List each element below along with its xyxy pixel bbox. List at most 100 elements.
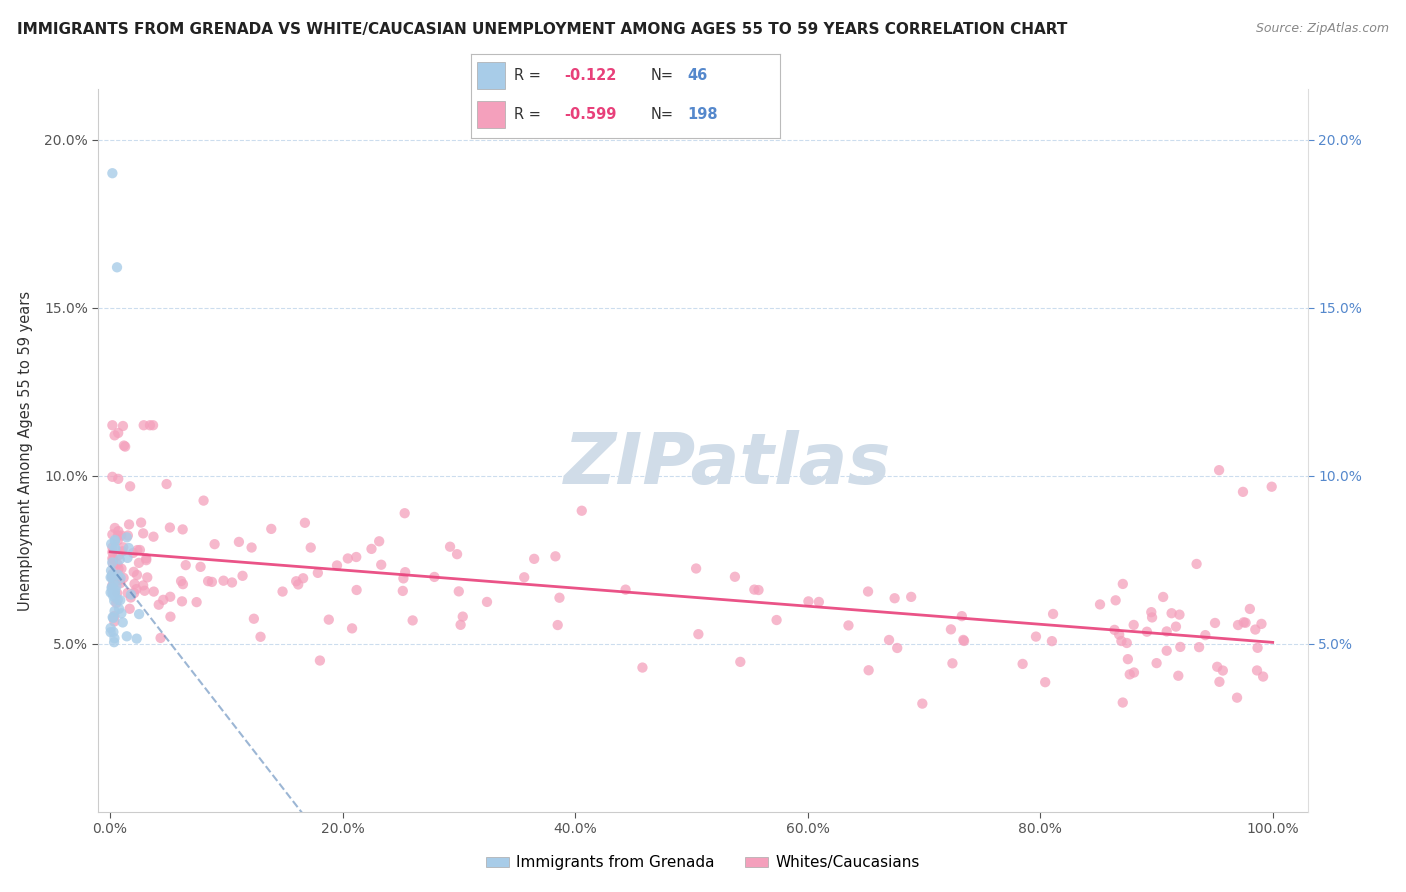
Point	[807, 595, 830, 609]
Point	[688, 627, 710, 641]
Point	[547, 618, 569, 632]
Text: N=: N=	[651, 68, 673, 83]
Point	[1140, 605, 1163, 619]
Point	[100, 564, 122, 578]
Text: -0.599: -0.599	[564, 107, 616, 122]
Point	[128, 556, 150, 570]
Point	[271, 584, 294, 599]
Point	[110, 528, 132, 542]
Point	[249, 630, 271, 644]
Point	[309, 654, 332, 668]
Point	[1140, 610, 1163, 624]
Point	[1119, 667, 1142, 681]
Point	[391, 583, 413, 598]
Point	[856, 584, 879, 599]
Point	[149, 631, 172, 645]
Point	[101, 418, 124, 433]
Point	[122, 586, 145, 600]
Point	[152, 592, 174, 607]
Point	[107, 528, 129, 542]
Point	[394, 565, 416, 579]
Point	[132, 578, 155, 592]
Point	[115, 629, 138, 643]
Point	[103, 635, 125, 649]
Point	[204, 537, 226, 551]
Point	[730, 655, 752, 669]
Point	[136, 570, 159, 584]
Point	[114, 440, 136, 454]
Point	[117, 550, 139, 565]
Point	[111, 615, 134, 630]
Text: R =: R =	[515, 107, 541, 122]
Point	[953, 634, 976, 648]
Point	[107, 425, 129, 440]
Point	[127, 543, 149, 558]
Point	[105, 586, 128, 600]
Point	[135, 551, 157, 566]
Point	[201, 574, 224, 589]
Point	[132, 418, 155, 433]
Point	[129, 516, 152, 530]
Point	[174, 558, 197, 573]
Point	[101, 557, 124, 571]
Point	[101, 556, 124, 570]
Point	[837, 618, 859, 632]
Point	[112, 439, 135, 453]
Point	[1204, 615, 1226, 630]
Point	[336, 551, 359, 566]
Point	[571, 504, 593, 518]
Point	[103, 576, 125, 591]
Point	[886, 640, 908, 655]
Point	[100, 570, 122, 584]
Point	[1250, 616, 1272, 631]
Point	[1188, 640, 1211, 655]
Point	[1104, 593, 1126, 607]
Point	[439, 540, 461, 554]
Point	[104, 534, 127, 549]
Point	[120, 479, 142, 493]
Point	[1160, 606, 1182, 620]
Point	[101, 586, 124, 600]
Text: 46: 46	[688, 68, 707, 83]
Point	[401, 614, 423, 628]
Point	[614, 582, 637, 597]
Point	[1185, 557, 1208, 571]
Point	[107, 548, 129, 562]
Point	[112, 571, 135, 585]
Point	[307, 566, 329, 580]
Point	[159, 590, 181, 604]
Point	[112, 541, 135, 555]
Point	[523, 552, 546, 566]
Point	[900, 590, 922, 604]
Point	[104, 583, 127, 598]
Point	[101, 566, 124, 581]
Point	[139, 418, 162, 433]
Point	[1244, 623, 1267, 637]
Point	[101, 568, 124, 582]
Point	[108, 601, 131, 615]
Point	[911, 697, 934, 711]
Text: Source: ZipAtlas.com: Source: ZipAtlas.com	[1256, 22, 1389, 36]
Point	[107, 558, 129, 572]
Bar	[477, 101, 505, 128]
Point	[1136, 624, 1159, 639]
Point	[103, 590, 125, 604]
Point	[1232, 484, 1254, 499]
Point	[1040, 634, 1063, 648]
Point	[104, 585, 127, 599]
Point	[134, 583, 156, 598]
Text: -0.122: -0.122	[564, 68, 616, 83]
Point	[108, 573, 131, 587]
Point	[1208, 463, 1230, 477]
Point	[107, 567, 129, 582]
Point	[103, 615, 125, 629]
Point	[1251, 669, 1274, 683]
Point	[858, 663, 880, 677]
Point	[1156, 644, 1178, 658]
Point	[105, 596, 128, 610]
Point	[1112, 696, 1135, 710]
Point	[110, 576, 132, 591]
Point	[103, 611, 125, 625]
Point	[128, 543, 150, 558]
Point	[326, 558, 349, 573]
